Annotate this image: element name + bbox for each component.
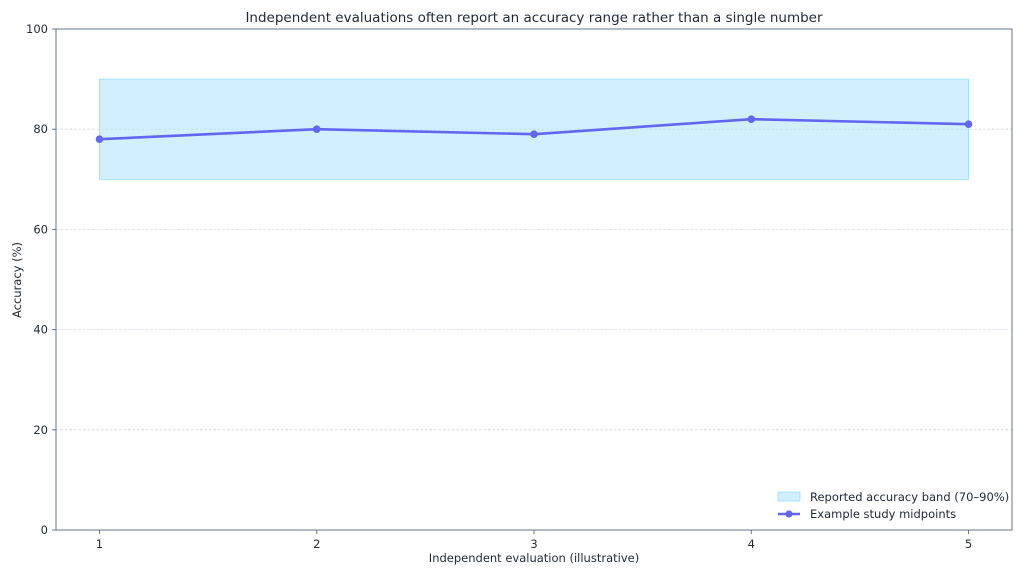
x-tick-label: 3 — [530, 537, 537, 551]
y-axis-ticks: 0 20 40 60 80 100 — [26, 22, 56, 537]
legend-band-label: Reported accuracy band (70–90%) — [810, 490, 1009, 504]
series-point — [95, 135, 104, 144]
series-point — [530, 130, 538, 139]
y-tick-label: 20 — [33, 423, 48, 437]
y-tick-label: 80 — [33, 122, 48, 136]
legend: Reported accuracy band (70–90%) Example … — [777, 490, 1009, 521]
band-layer — [99, 78, 969, 180]
series-layer — [95, 115, 973, 144]
chart-title: Independent evaluations often report an … — [245, 10, 823, 26]
y-tick-label: 0 — [41, 523, 48, 537]
x-axis-label: Independent evaluation (illustrative) — [429, 551, 639, 565]
x-tick-label: 4 — [748, 537, 755, 551]
series-point — [964, 120, 973, 128]
y-axis-label: Accuracy (%) — [10, 242, 24, 318]
legend-series-marker — [785, 510, 793, 518]
x-tick-label: 5 — [965, 537, 972, 551]
series-point — [312, 125, 321, 133]
legend-band-swatch — [777, 491, 801, 502]
x-tick-label: 1 — [96, 537, 103, 551]
accuracy-band — [99, 78, 969, 180]
x-axis-ticks: 1 2 3 4 5 — [96, 530, 972, 551]
series-point — [747, 115, 756, 123]
y-tick-label: 60 — [33, 222, 48, 236]
legend-series-label: Example study midpoints — [810, 507, 956, 521]
x-tick-label: 2 — [313, 537, 320, 551]
y-tick-label: 100 — [26, 22, 48, 36]
y-tick-label: 40 — [33, 323, 48, 337]
